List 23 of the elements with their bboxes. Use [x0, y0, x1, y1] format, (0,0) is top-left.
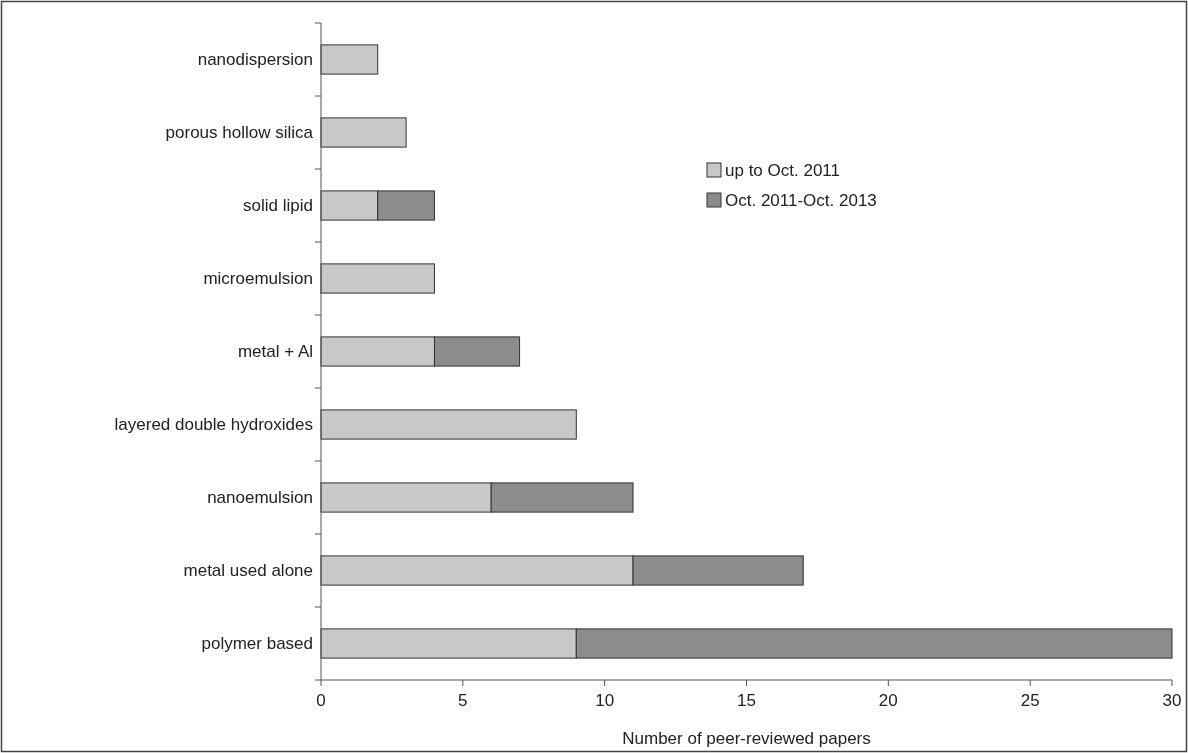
bar [320, 409, 577, 440]
bar [320, 117, 407, 148]
x-tick-label: 10 [595, 691, 615, 710]
y-tick-label: nanodispersion [197, 50, 313, 70]
y-tick-label: porous hollow silica [165, 123, 314, 143]
x-tick-label: 5 [458, 691, 468, 710]
x-tick-label: 0 [316, 691, 326, 710]
x-tick-label: 20 [878, 691, 898, 710]
y-tick-label: solid lipid [243, 196, 313, 216]
bar [320, 263, 435, 294]
bar [320, 44, 379, 75]
y-tick-label: polymer based [201, 634, 313, 654]
y-tick-label: microemulsion [203, 269, 313, 289]
x-tick-label: 30 [1162, 691, 1182, 710]
legend-label: Oct. 2011-Oct. 2013 [725, 190, 877, 210]
y-tick-label: nanoemulsion [207, 488, 313, 508]
x-tick-label: 25 [1020, 691, 1040, 710]
x-tick-label: 15 [737, 691, 756, 710]
y-tick-label: metal + Al [237, 342, 313, 362]
y-tick-label: metal used alone [183, 561, 313, 581]
legend-label: up to Oct. 2011 [725, 160, 840, 180]
y-tick-label: layered double hydroxides [114, 415, 313, 435]
x-axis-title: Number of peer-reviewed papers [622, 729, 871, 748]
